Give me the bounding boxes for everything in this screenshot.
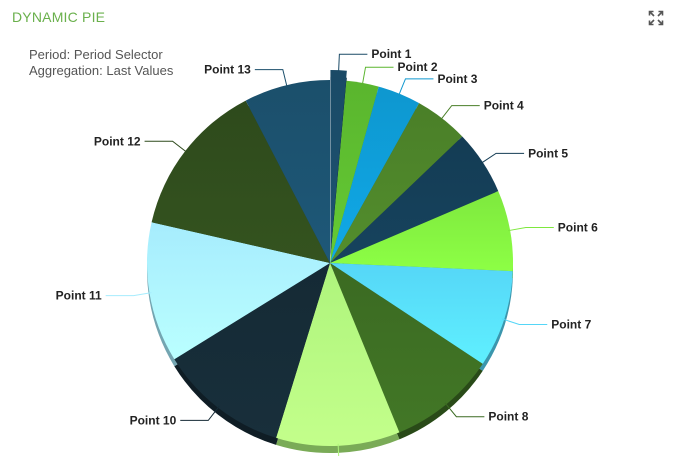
label-connector <box>338 53 368 73</box>
pie-slice-point-2[interactable] <box>330 80 379 264</box>
pie-slice-point-4[interactable] <box>330 103 463 264</box>
pie-slice-point-10[interactable] <box>174 263 330 438</box>
pie-slice-point-1[interactable] <box>330 70 347 254</box>
period-value: Period Selector <box>73 47 163 62</box>
slice-label: Point 8 <box>488 410 528 424</box>
widget-title: DYNAMIC PIE <box>12 9 106 25</box>
slice-label: Point 7 <box>551 317 591 331</box>
slice-label: Point 4 <box>484 99 524 113</box>
pie-slice-point-9[interactable] <box>276 263 400 446</box>
pie-slice-point-5[interactable] <box>330 136 499 263</box>
period-row: Period: Period Selector <box>29 47 173 63</box>
label-connector <box>444 402 485 418</box>
pie-slice-point-11[interactable] <box>147 222 330 360</box>
label-connector <box>105 292 152 297</box>
expand-icon[interactable] <box>648 10 664 26</box>
slice-label: Point 9 <box>371 455 411 456</box>
slice-label: Point 11 <box>56 289 102 303</box>
aggregation-row: Aggregation: Last Values <box>29 63 173 79</box>
slice-label: Point 2 <box>398 60 438 74</box>
label-connector <box>508 226 554 232</box>
pie-slice-point-12[interactable] <box>151 100 330 263</box>
slice-label: Point 12 <box>94 134 141 148</box>
aggregation-label: Aggregation: <box>29 63 103 78</box>
label-connector <box>180 405 220 421</box>
period-label: Period: <box>29 47 71 62</box>
label-connector <box>337 443 340 456</box>
slice-label: Point 1 <box>371 47 411 61</box>
slice-label: Point 5 <box>528 146 568 160</box>
label-connector <box>440 105 480 121</box>
label-connector <box>398 78 434 96</box>
label-connector <box>254 69 288 88</box>
slice-label: Point 10 <box>130 413 177 427</box>
pie-slice-point-3[interactable] <box>330 86 420 264</box>
label-connector <box>501 318 548 325</box>
label-connector <box>480 152 525 164</box>
pie-slice-point-13[interactable] <box>245 80 330 263</box>
pie-slice-point-6[interactable] <box>330 191 513 272</box>
chart-meta: Period: Period Selector Aggregation: Las… <box>29 47 173 79</box>
pie-slice-point-7[interactable] <box>330 263 513 364</box>
label-connector <box>361 66 394 85</box>
pie-slice-point-8[interactable] <box>330 263 483 433</box>
aggregation-value: Last Values <box>106 63 174 78</box>
slice-label: Point 3 <box>437 72 477 86</box>
label-connector <box>144 140 188 153</box>
slice-label: Point 6 <box>558 220 598 234</box>
slice-label: Point 13 <box>204 63 251 77</box>
expand-icon-glyph <box>648 10 664 26</box>
